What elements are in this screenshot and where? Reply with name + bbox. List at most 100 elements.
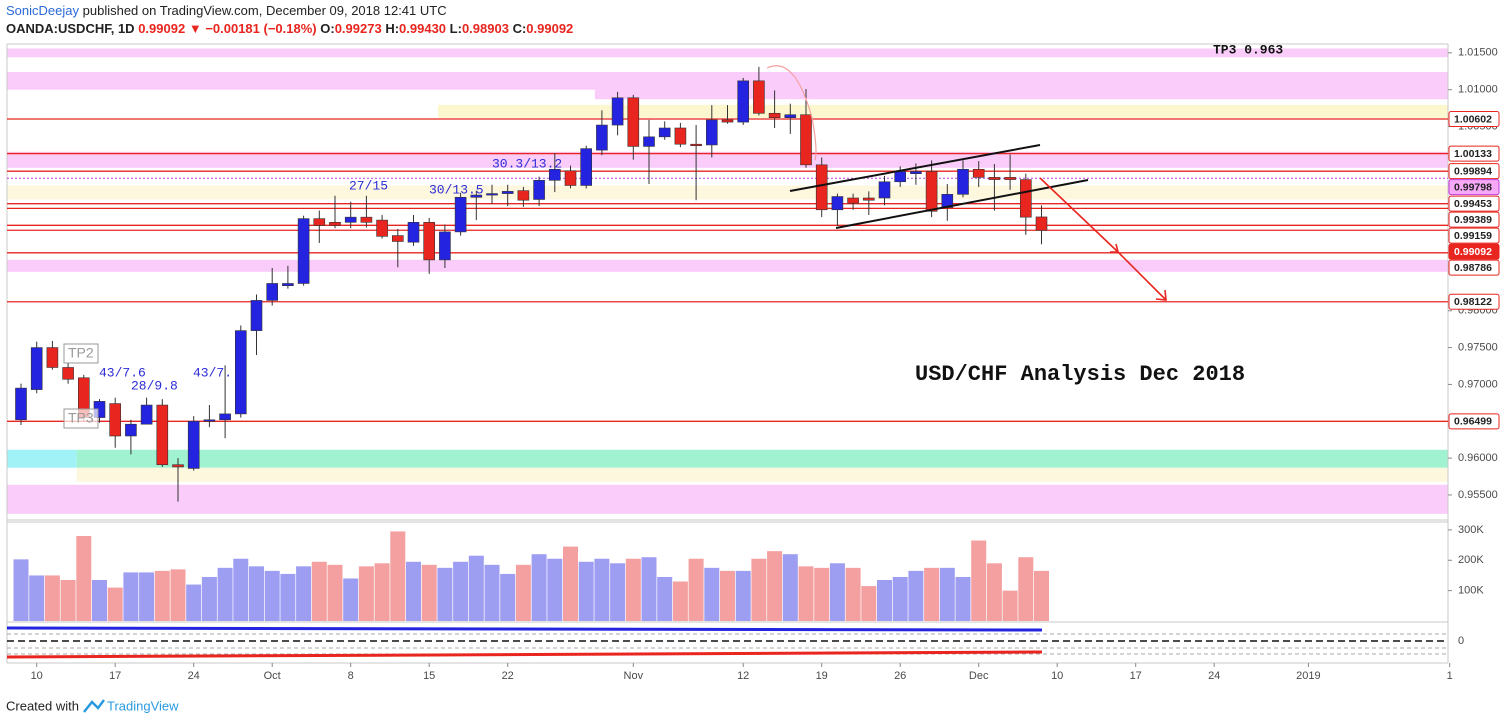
volume-bar bbox=[468, 555, 484, 621]
volume-bar bbox=[60, 580, 76, 621]
candle-body bbox=[784, 114, 797, 118]
volume-bar bbox=[264, 570, 280, 621]
header-line: SonicDeejay published on TradingView.com… bbox=[6, 3, 447, 18]
volume-bar bbox=[767, 551, 783, 621]
indicator-tick-label: 0 bbox=[1458, 635, 1464, 647]
candle-body bbox=[140, 404, 153, 425]
axes: 0.955000.960000.970000.975000.980001.005… bbox=[6, 43, 1498, 682]
arrow-1 bbox=[1039, 177, 1119, 253]
v-tick-label: 100K bbox=[1458, 585, 1484, 597]
indicator bbox=[6, 626, 1448, 659]
indicator-line bbox=[6, 626, 1043, 632]
volume-bar bbox=[924, 567, 940, 621]
price: 0.99092 bbox=[138, 21, 185, 36]
volume-bar bbox=[201, 576, 217, 621]
candle-body bbox=[156, 404, 169, 466]
zone bbox=[7, 484, 1448, 514]
volume-bar bbox=[107, 587, 123, 621]
channel-top bbox=[789, 144, 1041, 192]
candle-body bbox=[878, 181, 891, 199]
annotation: 43/7. bbox=[193, 365, 232, 380]
candle-body bbox=[831, 196, 844, 211]
candle-body bbox=[972, 168, 985, 178]
annotations: 43/7.6 28/9.8 43/7. 27/15 30/13.5 30.3/1… bbox=[68, 42, 1283, 425]
candle-body bbox=[988, 177, 1001, 180]
candle-body bbox=[957, 168, 969, 195]
candle-body bbox=[815, 164, 828, 211]
v-tick-label: 200K bbox=[1458, 554, 1484, 566]
candle-body bbox=[313, 218, 326, 226]
header-line: OANDA:USDCHF, 1D 0.99092 ▼ −0.00181 (−0.… bbox=[6, 21, 573, 36]
volume-bar bbox=[311, 561, 327, 621]
candle-body bbox=[721, 119, 734, 123]
volume-bar bbox=[751, 558, 767, 621]
x-tick-label: Nov bbox=[624, 670, 644, 682]
zone bbox=[7, 185, 1448, 200]
level-label-box bbox=[1448, 259, 1500, 276]
level-label: 0.96499 bbox=[1454, 416, 1492, 428]
candle-body bbox=[643, 136, 655, 147]
volume-bar bbox=[547, 558, 563, 621]
candle-body bbox=[344, 216, 357, 223]
zone bbox=[7, 72, 1448, 90]
tp2-box bbox=[63, 343, 99, 364]
zone bbox=[7, 449, 77, 468]
x-tick-label: 10 bbox=[1051, 670, 1063, 682]
volume-bar bbox=[249, 566, 264, 621]
candle-body bbox=[439, 231, 451, 261]
zone bbox=[7, 151, 1448, 168]
volume-bar bbox=[123, 572, 139, 621]
level-label: 0.98122 bbox=[1454, 296, 1492, 308]
volume-bar bbox=[76, 535, 92, 621]
arrow-head-2 bbox=[1155, 289, 1167, 301]
chart-title: USD/CHF Analysis Dec 2018 bbox=[915, 362, 1245, 387]
level-label: 0.99159 bbox=[1454, 230, 1492, 242]
volume-bar bbox=[1002, 590, 1018, 621]
candle-body bbox=[360, 216, 373, 223]
level-label-box bbox=[1448, 211, 1500, 228]
level-label-box bbox=[1448, 413, 1500, 430]
volume-bar bbox=[955, 576, 971, 621]
y-tick-label: 0.97000 bbox=[1458, 378, 1498, 390]
annotation: 28/9.8 bbox=[131, 378, 178, 393]
candle-body bbox=[1035, 216, 1048, 231]
candle-body bbox=[219, 413, 231, 421]
candle-body bbox=[407, 222, 420, 243]
candle-body bbox=[800, 114, 812, 166]
candle-body bbox=[203, 419, 216, 422]
x-tick-label: 24 bbox=[188, 670, 200, 682]
level-label-box bbox=[1448, 163, 1500, 180]
level-label-box bbox=[1448, 227, 1500, 244]
tp3-box bbox=[63, 408, 99, 429]
volume-bar bbox=[44, 575, 60, 621]
volume-bar bbox=[531, 554, 547, 621]
candle-body bbox=[768, 112, 781, 118]
candle-body bbox=[376, 219, 388, 237]
ohlc-key: C: bbox=[513, 21, 527, 36]
footer-brand[interactable]: TradingView bbox=[107, 698, 179, 713]
ohlc-value: 0.99092 bbox=[526, 21, 573, 36]
volume-bar bbox=[233, 558, 249, 621]
candle-body bbox=[580, 148, 593, 186]
candle-body bbox=[533, 180, 545, 200]
volume-bar bbox=[358, 566, 374, 621]
volume-bar bbox=[845, 567, 861, 621]
x-tick-label: 15 bbox=[423, 670, 435, 682]
y-tick-label: 1.01000 bbox=[1458, 84, 1498, 96]
footer-created: Created with bbox=[6, 698, 79, 713]
volume-bar bbox=[704, 567, 720, 621]
author: SonicDeejay bbox=[6, 3, 79, 18]
volume-bar bbox=[861, 586, 877, 621]
annotation: 43/7.6 bbox=[99, 365, 146, 380]
candle-body bbox=[705, 119, 718, 146]
candle-body bbox=[470, 194, 483, 198]
candle-body bbox=[266, 283, 279, 301]
candle-body bbox=[611, 97, 624, 126]
candle-body bbox=[486, 193, 498, 196]
candle-body bbox=[454, 196, 467, 233]
x-tick-label: 24 bbox=[1208, 670, 1220, 682]
zone bbox=[76, 449, 1448, 468]
x-tick-label: 17 bbox=[109, 670, 121, 682]
volume-bar bbox=[280, 573, 296, 621]
level-label-box bbox=[1448, 293, 1500, 310]
